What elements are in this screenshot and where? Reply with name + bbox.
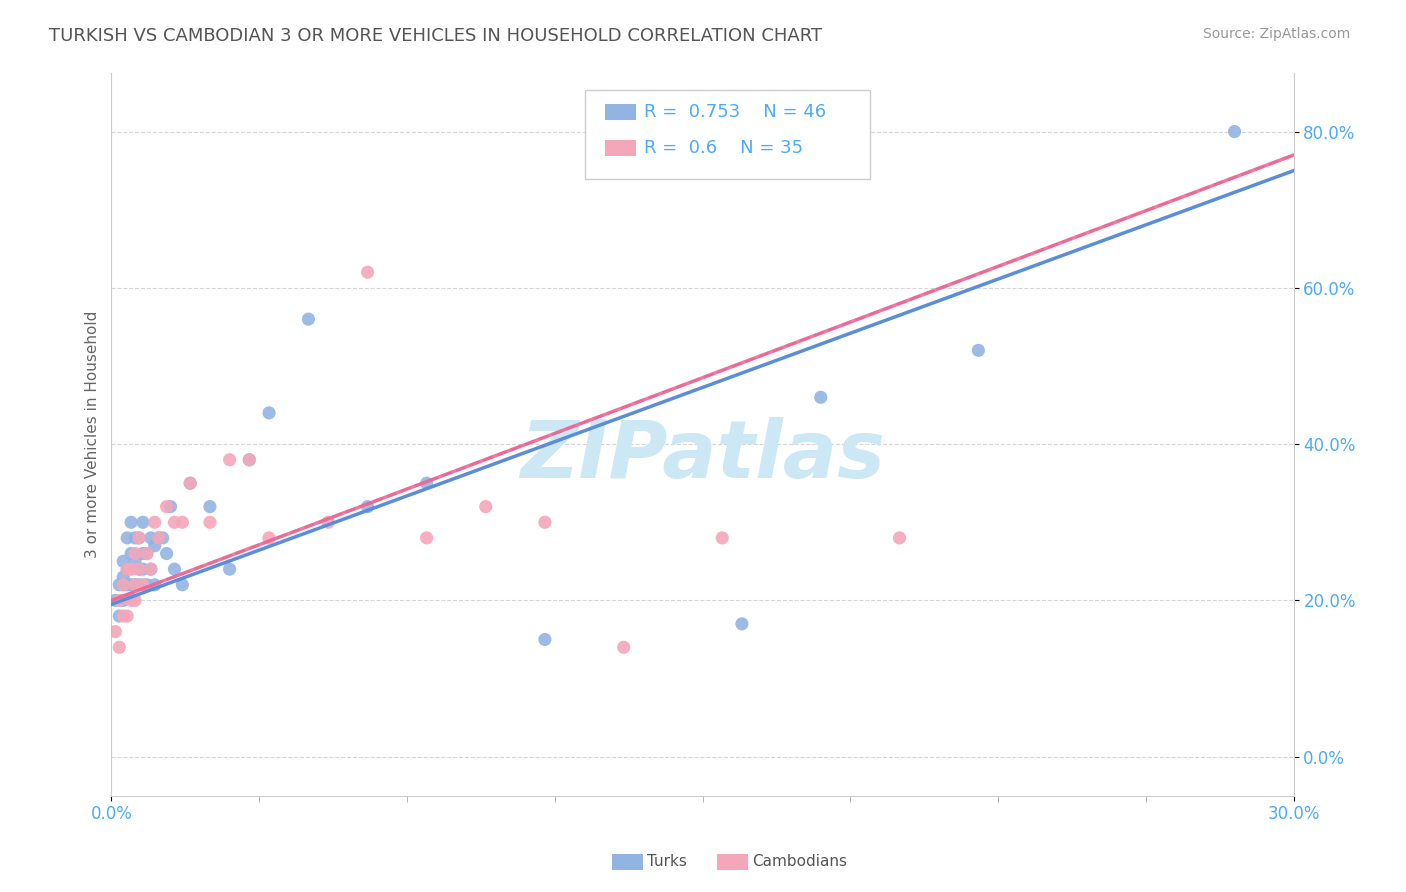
Point <box>132 562 155 576</box>
Point <box>124 578 146 592</box>
Point <box>115 562 138 576</box>
Point <box>124 593 146 607</box>
Point <box>104 624 127 639</box>
Point <box>152 531 174 545</box>
Point <box>179 476 201 491</box>
Point <box>132 547 155 561</box>
Point <box>172 516 194 530</box>
Point <box>711 531 734 545</box>
Point <box>356 500 378 514</box>
Point <box>135 578 157 592</box>
Point <box>120 562 142 576</box>
Point <box>112 609 135 624</box>
Point <box>112 570 135 584</box>
Point <box>128 531 150 545</box>
Point <box>179 476 201 491</box>
Point <box>163 516 186 530</box>
Point <box>104 593 127 607</box>
Point <box>112 578 135 592</box>
Point <box>218 452 240 467</box>
Point <box>139 562 162 576</box>
Point <box>115 578 138 592</box>
Point <box>108 578 131 592</box>
Point <box>198 516 221 530</box>
Point <box>124 554 146 568</box>
Point <box>257 406 280 420</box>
Point <box>132 578 155 592</box>
Point <box>889 531 911 545</box>
Point <box>534 632 557 647</box>
Text: Source: ZipAtlas.com: Source: ZipAtlas.com <box>1202 27 1350 41</box>
Point <box>148 531 170 545</box>
Text: R =  0.753    N = 46: R = 0.753 N = 46 <box>644 103 827 121</box>
Point <box>415 531 437 545</box>
Point <box>238 452 260 467</box>
Point <box>139 562 162 576</box>
Point <box>115 609 138 624</box>
Point <box>143 539 166 553</box>
Point <box>534 516 557 530</box>
Point <box>143 578 166 592</box>
Point <box>218 562 240 576</box>
Point <box>115 531 138 545</box>
Text: R =  0.6    N = 35: R = 0.6 N = 35 <box>644 139 803 157</box>
Point <box>1223 125 1246 139</box>
Point <box>967 343 990 358</box>
Point <box>135 547 157 561</box>
Y-axis label: 3 or more Vehicles in Household: 3 or more Vehicles in Household <box>86 310 100 558</box>
Point <box>128 531 150 545</box>
Point <box>155 547 177 561</box>
Point <box>163 562 186 576</box>
Point <box>120 516 142 530</box>
Point <box>108 640 131 655</box>
Point <box>731 616 754 631</box>
Point <box>139 531 162 545</box>
Point <box>356 265 378 279</box>
Point <box>115 562 138 576</box>
Point <box>143 516 166 530</box>
Text: ZIPatlas: ZIPatlas <box>520 417 884 495</box>
Text: Cambodians: Cambodians <box>752 855 848 869</box>
Point <box>132 516 155 530</box>
Point <box>124 578 146 592</box>
Point <box>120 578 142 592</box>
Point <box>128 578 150 592</box>
Point <box>135 547 157 561</box>
Point <box>155 500 177 514</box>
Point <box>475 500 498 514</box>
Point <box>124 531 146 545</box>
Point <box>238 452 260 467</box>
Point <box>159 500 181 514</box>
Point <box>415 476 437 491</box>
Point <box>120 593 142 607</box>
Point <box>316 516 339 530</box>
Point <box>128 562 150 576</box>
Point <box>124 547 146 561</box>
Text: Turks: Turks <box>647 855 686 869</box>
Point <box>112 554 135 568</box>
Point <box>120 547 142 561</box>
Point <box>108 593 131 607</box>
Point <box>198 500 221 514</box>
Point <box>297 312 319 326</box>
Point <box>613 640 636 655</box>
Point <box>257 531 280 545</box>
Point <box>112 593 135 607</box>
Point <box>810 390 832 404</box>
Point <box>128 562 150 576</box>
Point <box>148 531 170 545</box>
Point <box>108 609 131 624</box>
Text: TURKISH VS CAMBODIAN 3 OR MORE VEHICLES IN HOUSEHOLD CORRELATION CHART: TURKISH VS CAMBODIAN 3 OR MORE VEHICLES … <box>49 27 823 45</box>
Point <box>172 578 194 592</box>
